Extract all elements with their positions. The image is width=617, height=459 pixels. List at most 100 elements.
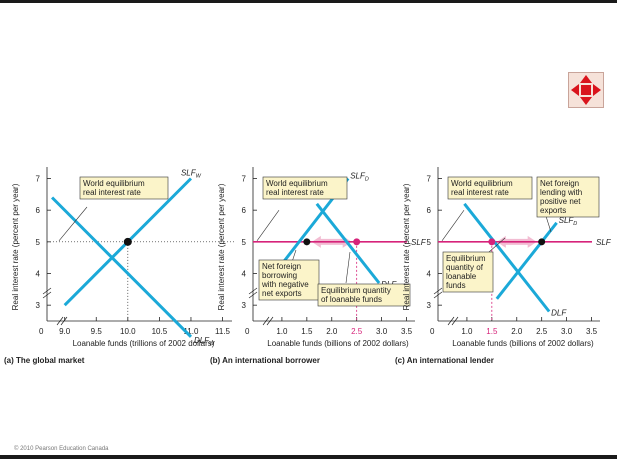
y-tick-label: 3	[242, 301, 247, 310]
y-axis-break	[248, 291, 258, 299]
x-axis-break	[60, 316, 68, 326]
dlf-curve	[315, 202, 381, 284]
net-lending-annotation-box	[536, 176, 600, 218]
slf-d-label: SLFD	[350, 172, 369, 183]
world-rate-annotation-box	[262, 176, 348, 200]
y-axis-break	[248, 287, 258, 295]
y-tick-label: 6	[427, 206, 432, 215]
x-tick-label: 1.0	[276, 327, 288, 336]
y-axis-title: Real interest rate (percent per year)	[11, 183, 20, 310]
bottom-rule	[0, 455, 617, 459]
net-borrowing-annotation-line: net exports	[262, 289, 302, 298]
x-tick-label: 11.5	[215, 327, 231, 336]
world-rate-annotation-box	[447, 176, 533, 200]
world-rate-annotation-line: World equilibrium	[83, 179, 145, 188]
x-tick-label: 1.5	[486, 327, 498, 336]
borrow-lend-point	[303, 238, 311, 246]
world-rate-slf-label: SLF	[596, 238, 612, 247]
x-tick-label: 9.0	[59, 327, 71, 336]
world-rate-annotation-line: World equilibrium	[266, 179, 328, 188]
y-tick-label: 5	[242, 238, 247, 247]
copyright-text: © 2010 Pearson Education Canada	[14, 446, 109, 452]
y-tick-label: 6	[242, 206, 247, 215]
net-lending-annotation-line: Net foreign	[540, 179, 579, 188]
y-axis-break	[42, 291, 52, 299]
annotation-leader	[441, 209, 465, 242]
x-tick-label: 10.5	[152, 327, 168, 336]
y-tick-label: 7	[427, 175, 432, 184]
x-axis-title: Loanable funds (billions of 2002 dollars…	[452, 339, 594, 348]
x-axis-break	[447, 316, 455, 326]
panel-title: (c) An international lender	[395, 356, 494, 365]
equilibrium-quantity-annotation-line: funds	[446, 281, 466, 290]
chart-panel-b: 0 3 4 5 6 7 1.0 1.5 2.0 2.5 3.0 3.5 Real interest ra…	[210, 167, 427, 365]
x-tick-label: 2.5	[536, 327, 548, 336]
y-tick-label: 4	[36, 270, 41, 279]
origin-label: 0	[245, 327, 250, 336]
expand-arrows-icon[interactable]	[568, 72, 604, 108]
x-tick-label: 2.0	[511, 327, 523, 336]
top-rule	[0, 0, 617, 3]
slf-d-curve	[495, 221, 558, 300]
dlf-w-curve	[50, 196, 193, 338]
x-tick-label: 2.5	[351, 327, 363, 336]
x-axis-break	[451, 316, 459, 326]
annotation-leader	[256, 209, 280, 242]
equilibrium-quantity-annotation-line: of loanable funds	[321, 295, 382, 304]
y-tick-label: 3	[427, 301, 432, 310]
y-tick-label: 3	[36, 301, 41, 310]
y-axis-break	[433, 287, 443, 295]
x-tick-label: 11.0	[183, 327, 199, 336]
panel-title: (b) An international borrower	[210, 356, 320, 365]
equilibrium-quantity-annotation-box	[317, 283, 411, 307]
x-tick-label: 3.0	[376, 327, 388, 336]
dlf-label: DLF	[551, 309, 567, 318]
net-borrowing-annotation-box	[258, 259, 320, 301]
net-borrowing-annotation-line: Net foreign	[262, 262, 301, 271]
dlf-curve	[463, 202, 551, 313]
equilibrium-quantity-annotation-box	[442, 251, 494, 293]
x-axis-break	[56, 316, 64, 326]
x-tick-label: 2.0	[326, 327, 338, 336]
world-rate-annotation-box	[79, 176, 169, 200]
equilibrium-quantity-annotation-line: quantity of	[446, 263, 484, 272]
net-lending-annotation-line: exports	[540, 206, 566, 215]
chart-panel-c: 0 3 4 5 6 7 1.0 1.5 2.0 2.5 3.0 3.5 Real interest ra…	[395, 167, 612, 365]
equilibrium-quantity-annotation-line: Equilibrium	[446, 254, 486, 263]
borrow-lend-point	[353, 238, 361, 246]
equilibrium-quantity-annotation-line: loanable	[446, 272, 477, 281]
borrow-lend-point	[488, 238, 496, 246]
y-tick-label: 5	[427, 238, 432, 247]
x-axis-title: Loanable funds (billions of 2002 dollars…	[267, 339, 409, 348]
net-borrowing-annotation-line: with negative	[261, 280, 309, 289]
x-axis-title: Loanable funds (trillions of 2002 dollar…	[73, 339, 215, 348]
equilibrium-quantity-annotation-line: Equilibrium quantity	[321, 286, 391, 295]
x-tick-label: 3.0	[561, 327, 573, 336]
world-rate-annotation-line: real interest rate	[83, 188, 141, 197]
y-axis-title: Real interest rate (percent per year)	[217, 183, 226, 310]
world-rate-annotation-line: real interest rate	[451, 188, 509, 197]
net-borrowing-annotation-line: borrowing	[262, 271, 297, 280]
world-rate-annotation-line: World equilibrium	[451, 179, 513, 188]
annotation-leader	[345, 251, 351, 284]
y-tick-label: 7	[36, 175, 41, 184]
net-lending-annotation-line: positive net	[540, 197, 581, 206]
y-tick-label: 4	[242, 270, 247, 279]
x-tick-label: 1.5	[301, 327, 313, 336]
dlf-w-label: DLFW	[194, 336, 215, 347]
x-tick-label: 10.0	[120, 327, 136, 336]
y-axis-break	[42, 287, 52, 295]
origin-label: 0	[430, 327, 435, 336]
net-lending-annotation-line: lending with	[540, 188, 582, 197]
x-tick-label: 3.5	[586, 327, 598, 336]
chart-panel-a: 0 3 4 5 6 7 9.0 9.5 10.0 10.5 11.0 11.5 Real interes…	[4, 167, 234, 365]
slf-w-label: SLFW	[181, 169, 202, 180]
world-rate-annotation-line: real interest rate	[266, 188, 324, 197]
world-rate-slf-label: SLF	[411, 238, 427, 247]
y-axis-break	[433, 291, 443, 299]
x-axis-break	[262, 316, 270, 326]
y-axis-title: Real interest rate (percent per year)	[402, 183, 411, 310]
x-tick-label: 9.5	[91, 327, 103, 336]
